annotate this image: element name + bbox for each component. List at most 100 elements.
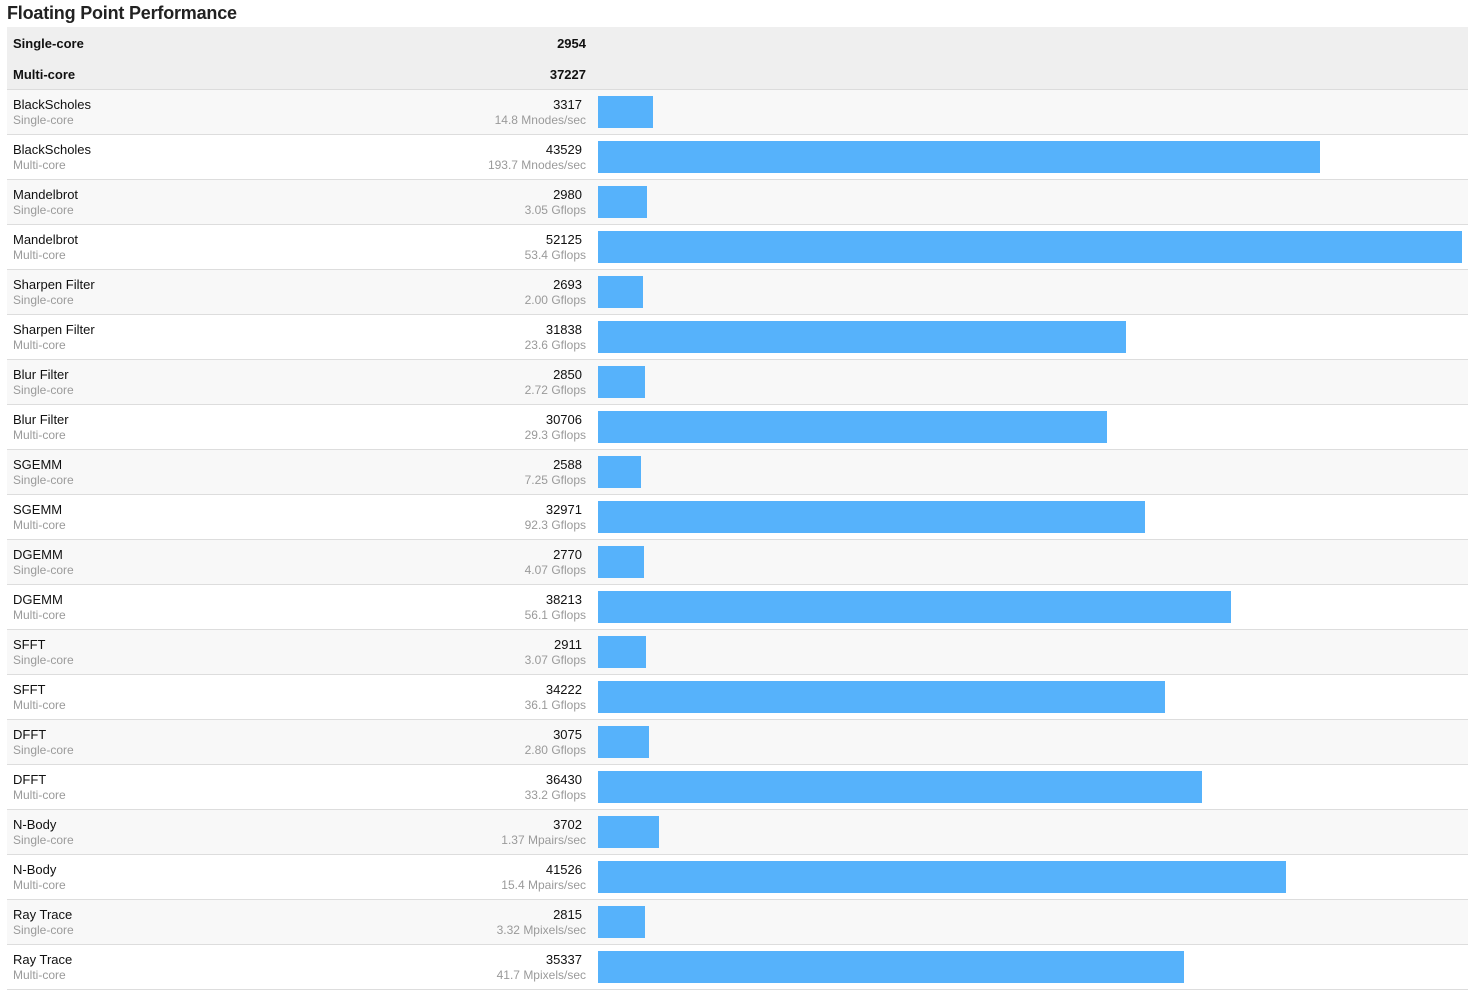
benchmark-name: SFFT	[13, 637, 46, 652]
benchmark-name: Mandelbrot	[13, 232, 79, 247]
table-row: SGEMM Multi-core 32971 92.3 Gflops	[7, 495, 1468, 540]
table-row: Sharpen Filter Single-core 2693 2.00 Gflops	[7, 270, 1468, 315]
benchmark-mode: Single-core	[13, 383, 74, 397]
benchmark-score: 34222	[545, 682, 582, 697]
table-row: N-Body Single-core 3702 1.37 Mpairs/sec	[7, 810, 1468, 855]
benchmark-score: 2770	[553, 547, 582, 562]
benchmark-score: 31838	[545, 322, 582, 337]
benchmark-name: DGEMM	[13, 547, 63, 562]
benchmark-mode: Multi-core	[13, 338, 66, 352]
benchmark-score: 52125	[545, 232, 582, 247]
benchmark-mode: Single-core	[13, 743, 74, 757]
benchmark-name: Blur Filter	[13, 412, 69, 427]
benchmark-mode: Multi-core	[13, 608, 66, 622]
page-title: Floating Point Performance	[7, 3, 237, 23]
benchmark-name: N-Body	[13, 817, 57, 832]
benchmark-rate: 14.8 Mnodes/sec	[494, 113, 586, 127]
table-row: DFFT Single-core 3075 2.80 Gflops	[7, 720, 1468, 765]
benchmark-name: SFFT	[13, 682, 46, 697]
summary-label: Multi-core	[13, 67, 76, 82]
benchmark-rate: 3.05 Gflops	[524, 203, 586, 217]
benchmark-name: SGEMM	[13, 457, 63, 472]
table-row: BlackScholes Multi-core 43529 193.7 Mnodes/…	[7, 135, 1468, 180]
benchmark-rate: 193.7 Mnodes/sec	[487, 158, 586, 172]
benchmark-name: Sharpen Filter	[13, 322, 95, 337]
benchmark-mode: Multi-core	[13, 788, 66, 802]
benchmark-name: BlackScholes	[13, 97, 92, 112]
score-bar	[598, 276, 643, 308]
benchmark-rate: 92.3 Gflops	[524, 518, 586, 532]
table-row: Mandelbrot Multi-core 52125 53.4 Gflops	[7, 225, 1468, 270]
score-bar	[598, 906, 645, 938]
benchmark-score: 30706	[545, 412, 582, 427]
benchmark-rate: 53.4 Gflops	[524, 248, 586, 262]
benchmark-name: DGEMM	[13, 592, 63, 607]
benchmark-score: 41526	[545, 862, 582, 877]
benchmark-mode: Multi-core	[13, 878, 66, 892]
table-row: Ray Trace Multi-core 35337 41.7 Mpixels/sec	[7, 945, 1468, 990]
benchmark-mode: Single-core	[13, 293, 74, 307]
summary-single-core: Single-core 2954	[7, 27, 593, 58]
summary-score: 2954	[557, 36, 586, 51]
benchmark-score: 32971	[545, 502, 582, 517]
score-bar	[598, 456, 641, 488]
table-row: N-Body Multi-core 41526 15.4 Mpairs/sec	[7, 855, 1468, 900]
benchmark-rate: 2.00 Gflops	[524, 293, 586, 307]
benchmark-rate: 29.3 Gflops	[524, 428, 586, 442]
benchmark-rate: 41.7 Mpixels/sec	[496, 968, 586, 982]
benchmark-mode: Single-core	[13, 563, 74, 577]
benchmark-score: 43529	[545, 142, 582, 157]
benchmark-mode: Single-core	[13, 203, 74, 217]
benchmark-score: 3317	[553, 97, 582, 112]
benchmark-mode: Single-core	[13, 923, 74, 937]
score-bar	[598, 951, 1184, 983]
benchmark-mode: Single-core	[13, 473, 74, 487]
table-row: SFFT Multi-core 34222 36.1 Gflops	[7, 675, 1468, 720]
benchmark-name: DFFT	[13, 727, 47, 742]
table-row: DFFT Multi-core 36430 33.2 Gflops	[7, 765, 1468, 810]
benchmark-mode: Single-core	[13, 113, 74, 127]
benchmark-name: Ray Trace	[13, 952, 73, 967]
benchmark-mode: Multi-core	[13, 248, 66, 262]
score-bar	[598, 681, 1165, 713]
benchmark-rate: 2.80 Gflops	[524, 743, 586, 757]
table-row: Blur Filter Single-core 2850 2.72 Gflops	[7, 360, 1468, 405]
benchmark-score: 3702	[553, 817, 582, 832]
score-bar	[598, 591, 1231, 623]
benchmark-score: 2815	[553, 907, 582, 922]
table-row: Blur Filter Multi-core 30706 29.3 Gflops	[7, 405, 1468, 450]
benchmark-name: N-Body	[13, 862, 57, 877]
benchmark-mode: Multi-core	[13, 698, 66, 712]
benchmark-rate: 3.32 Mpixels/sec	[496, 923, 586, 937]
score-bar	[598, 96, 653, 128]
benchmark-rate: 1.37 Mpairs/sec	[501, 833, 586, 847]
benchmark-name: Ray Trace	[13, 907, 73, 922]
benchmark-score: 2911	[554, 637, 582, 652]
table-row: Sharpen Filter Multi-core 31838 23.6 Gflops	[7, 315, 1468, 360]
table-row: Ray Trace Single-core 2815 3.32 Mpixels/sec	[7, 900, 1468, 945]
score-bar	[598, 636, 646, 668]
benchmark-rate: 23.6 Gflops	[524, 338, 586, 352]
score-bar	[598, 141, 1320, 173]
benchmark-mode: Single-core	[13, 653, 74, 667]
score-bar	[598, 816, 659, 848]
benchmark-mode: Multi-core	[13, 158, 66, 172]
score-bar	[598, 546, 644, 578]
benchmark-table: Single-core 2954 Multi-core 37227 BlackS…	[7, 27, 1468, 990]
summary-score: 37227	[549, 67, 586, 82]
summary-section: Single-core 2954 Multi-core 37227	[7, 27, 1468, 90]
benchmark-name: DFFT	[13, 772, 47, 787]
benchmark-score: 2980	[553, 187, 582, 202]
benchmark-name: SGEMM	[13, 502, 63, 517]
benchmark-score: 38213	[545, 592, 582, 607]
score-bar	[598, 186, 647, 218]
benchmark-score: 3075	[553, 727, 582, 742]
benchmark-rate: 4.07 Gflops	[524, 563, 586, 577]
benchmark-rate: 7.25 Gflops	[524, 473, 586, 487]
benchmark-score: 2693	[553, 277, 582, 292]
table-row: DGEMM Single-core 2770 4.07 Gflops	[7, 540, 1468, 585]
benchmark-score: 35337	[545, 952, 582, 967]
summary-multi-core: Multi-core 37227	[7, 58, 593, 89]
benchmark-name: Mandelbrot	[13, 187, 79, 202]
benchmark-mode: Multi-core	[13, 428, 66, 442]
